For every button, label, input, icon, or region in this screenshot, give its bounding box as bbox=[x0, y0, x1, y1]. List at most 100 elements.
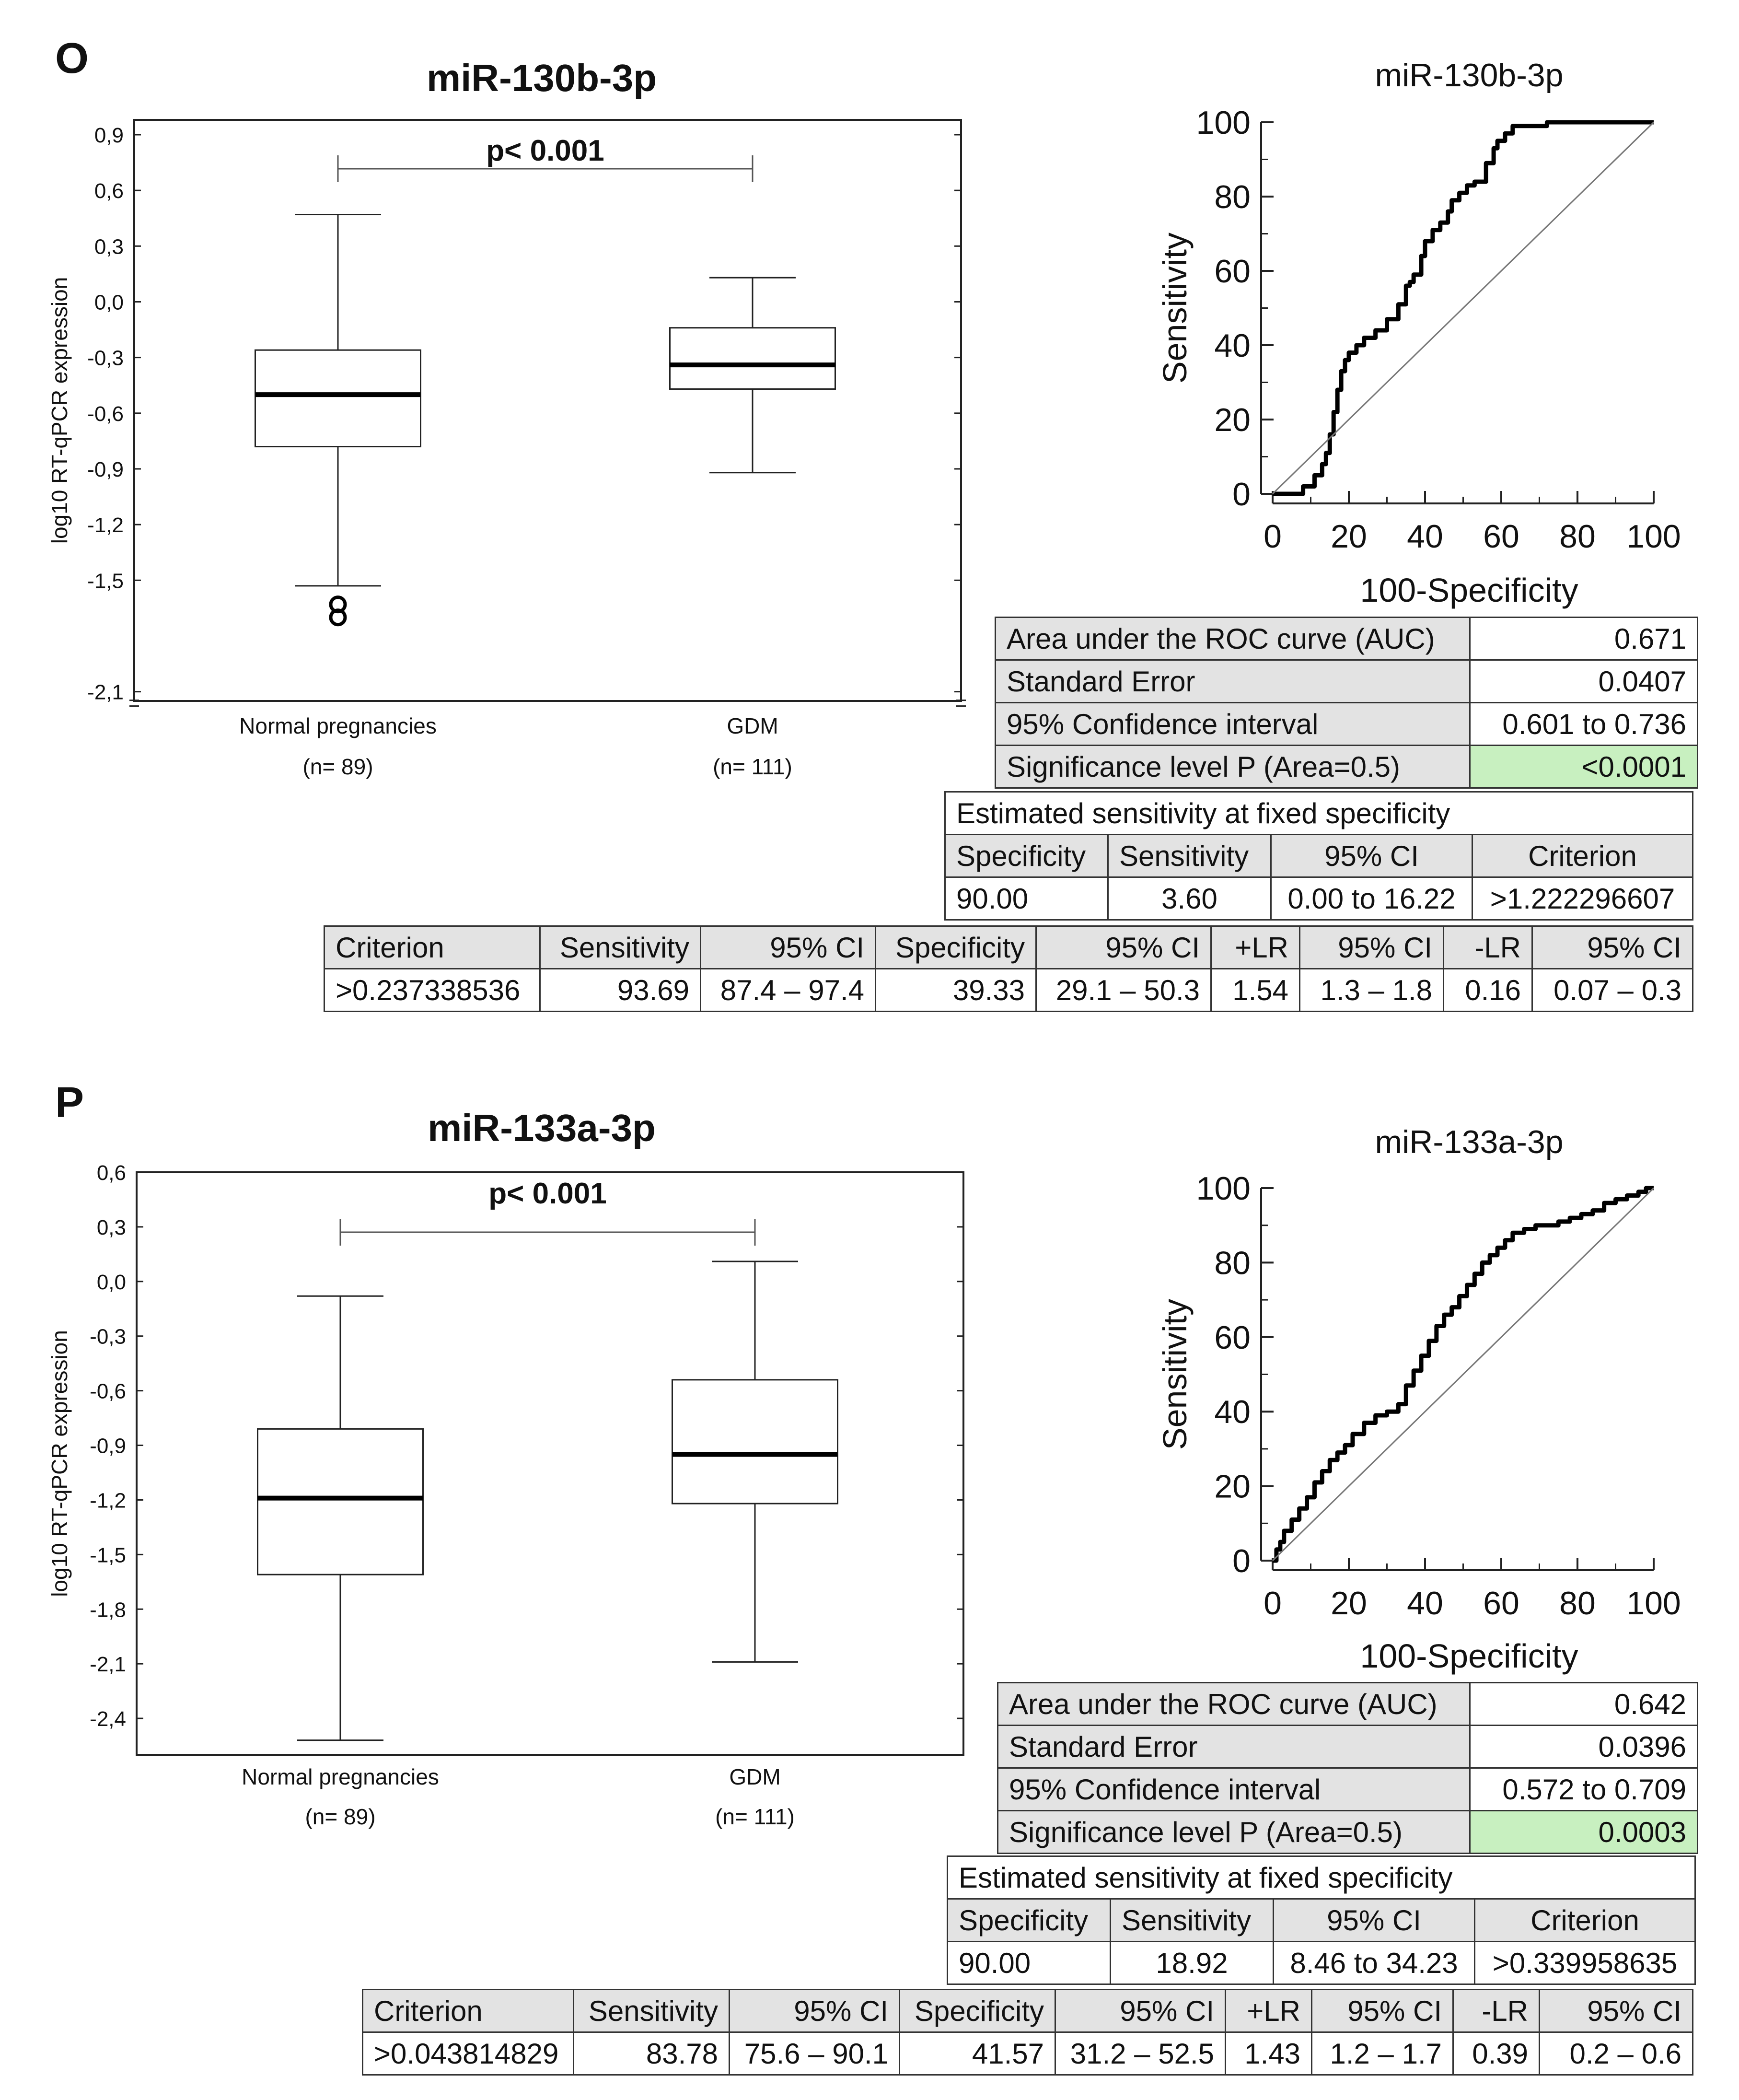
table-cell: 75.6 – 90.1 bbox=[729, 2031, 900, 2076]
column-header: 95% CI bbox=[1311, 1989, 1454, 2033]
column-header: -LR bbox=[1452, 1989, 1540, 2033]
y-tick-label: 100 bbox=[1196, 105, 1251, 141]
category-label: GDM bbox=[729, 1764, 780, 1789]
auc-row: 95% Confidence interval 0.572 to 0.709 bbox=[997, 1767, 1698, 1811]
column-header: Sensitivity bbox=[1107, 834, 1272, 878]
column-header: 95% CI bbox=[1270, 834, 1473, 878]
sample-size-label: (n= 111) bbox=[715, 1804, 795, 1829]
table-cell: >0.339958635 bbox=[1474, 1941, 1696, 1985]
x-tick-label: 0 bbox=[1264, 518, 1282, 555]
panel-letter-p: P bbox=[55, 1079, 84, 1127]
auc-row: Area under the ROC curve (AUC) 0.671 bbox=[995, 617, 1698, 661]
table-title-row: Estimated sensitivity at fixed specifici… bbox=[947, 1855, 1696, 1900]
y-tick-label: 0,3 bbox=[94, 235, 124, 258]
y-tick-label: 0 bbox=[1232, 476, 1251, 513]
x-tick-label: 40 bbox=[1407, 518, 1443, 555]
y-tick-label: -1,2 bbox=[87, 513, 124, 537]
y-tick-label: 20 bbox=[1214, 1469, 1251, 1505]
y-tick-label: -1,2 bbox=[90, 1489, 126, 1512]
x-tick-label: 80 bbox=[1559, 1585, 1596, 1622]
roc-curve-p: 0 20 40 60 80 100 0 20 40 60 80 100 100-Specificity S… bbox=[1156, 1170, 1681, 1675]
y-tick-label: 40 bbox=[1214, 1394, 1251, 1430]
auc-row: Standard Error 0.0396 bbox=[997, 1725, 1698, 1769]
x-axis-label: 100-Specificity bbox=[1360, 1637, 1578, 1675]
x-tick-label: 80 bbox=[1559, 518, 1596, 555]
table-cell: 0.07 – 0.3 bbox=[1531, 968, 1693, 1012]
y-tick-label: -2,4 bbox=[90, 1707, 126, 1731]
table-cell: 87.4 – 97.4 bbox=[700, 968, 876, 1012]
y-tick-label: 80 bbox=[1214, 179, 1251, 215]
x-tick-label: 100 bbox=[1626, 518, 1681, 555]
iqr-box bbox=[257, 1428, 424, 1575]
table-cell: 0.39 bbox=[1452, 2031, 1540, 2076]
table-cell: 90.00 bbox=[944, 876, 1109, 921]
auc-row: Area under the ROC curve (AUC) 0.642 bbox=[997, 1682, 1698, 1726]
roc-curve-line bbox=[1273, 1186, 1654, 1563]
column-header: Sensitivity bbox=[539, 925, 701, 969]
table-cell: 1.3 – 1.8 bbox=[1299, 968, 1444, 1012]
auc-row: Standard Error 0.0407 bbox=[995, 659, 1698, 703]
column-header: +LR bbox=[1225, 1989, 1312, 2033]
table-cell: 31.2 – 52.5 bbox=[1055, 2031, 1226, 2076]
x-tick-label: 100 bbox=[1626, 1585, 1681, 1622]
criterion-table-p: Criterion Sensitivity 95% CI Specificity… bbox=[362, 1989, 1693, 2076]
sample-size-label: (n= 89) bbox=[305, 1804, 375, 1829]
table-cell: 0.2 – 0.6 bbox=[1539, 2031, 1693, 2076]
p-value-annotation: p< 0.001 bbox=[488, 1177, 606, 1210]
column-header: Specificity bbox=[899, 1989, 1056, 2033]
plot-frame bbox=[133, 119, 962, 702]
auc-label: Area under the ROC curve (AUC) bbox=[997, 1682, 1471, 1726]
boxplot-p: 0,6 0,3 0,0 -0,3 -0,6 -0,9 -1,2 -1,5 -1,8 -2,1 -2,… bbox=[47, 1161, 964, 1829]
boxplot-title-p: miR-133a-3p bbox=[428, 1107, 656, 1149]
iqr-box bbox=[255, 349, 421, 448]
y-tick-label: 60 bbox=[1214, 1319, 1251, 1356]
column-header: 95% CI bbox=[1299, 925, 1444, 969]
column-header: 95% CI bbox=[1539, 1989, 1693, 2033]
table-cell: 1.43 bbox=[1225, 2031, 1312, 2076]
auc-table-o: Area under the ROC curve (AUC) 0.671 Stan… bbox=[995, 617, 1698, 789]
y-axis-label: Sensitivity bbox=[1156, 1299, 1194, 1450]
roc-curve-line bbox=[1273, 120, 1654, 496]
column-header: 95% CI bbox=[1055, 1989, 1226, 2033]
table-cell: 18.92 bbox=[1110, 1941, 1274, 1985]
auc-label: Significance level P (Area=0.5) bbox=[995, 745, 1471, 789]
column-header: Criterion bbox=[1472, 834, 1693, 878]
column-header: Specificity bbox=[875, 925, 1037, 969]
table-cell: >1.222296607 bbox=[1472, 876, 1693, 921]
table-row: 90.00 18.92 8.46 to 34.23 >0.339958635 bbox=[947, 1941, 1696, 1985]
y-tick-label: -1,8 bbox=[90, 1598, 126, 1622]
y-axis-label: log10 RT-qPCR expression bbox=[47, 277, 72, 544]
table-title: Estimated sensitivity at fixed specifici… bbox=[944, 791, 1693, 835]
y-tick-label: -0,3 bbox=[87, 347, 124, 370]
category-label: GDM bbox=[727, 713, 778, 738]
x-tick-label: 0 bbox=[1264, 1585, 1282, 1622]
column-header: +LR bbox=[1210, 925, 1300, 969]
panel-letter-o: O bbox=[55, 35, 89, 82]
table-row: >0.237338536 93.69 87.4 – 97.4 39.33 29.… bbox=[324, 968, 1693, 1012]
fixed-specificity-table-p: Estimated sensitivity at fixed specifici… bbox=[947, 1855, 1696, 1985]
x-tick-label: 60 bbox=[1483, 1585, 1519, 1622]
auc-value: 0.572 to 0.709 bbox=[1469, 1767, 1698, 1811]
significance-value: <0.0001 bbox=[1469, 745, 1698, 789]
column-header: Criterion bbox=[1474, 1898, 1696, 1942]
y-tick-label: 0,6 bbox=[94, 179, 124, 203]
table-title-row: Estimated sensitivity at fixed specifici… bbox=[944, 791, 1693, 835]
table-cell: 1.2 – 1.7 bbox=[1311, 2031, 1454, 2076]
y-tick-label: -2,1 bbox=[90, 1653, 126, 1676]
table-row: 90.00 3.60 0.00 to 16.22 >1.222296607 bbox=[944, 876, 1693, 921]
category-label: Normal pregnancies bbox=[239, 713, 437, 738]
table-title: Estimated sensitivity at fixed specifici… bbox=[947, 1855, 1696, 1900]
y-tick-label: -0,6 bbox=[87, 402, 124, 426]
column-header: 95% CI bbox=[729, 1989, 900, 2033]
auc-value: 0.671 bbox=[1469, 617, 1698, 661]
criterion-table-o: Criterion Sensitivity 95% CI Specificity… bbox=[324, 925, 1693, 1012]
auc-label: Significance level P (Area=0.5) bbox=[997, 1810, 1471, 1854]
roc-curve-o: 0 20 40 60 80 100 0 20 40 60 80 100 100-Specificity S… bbox=[1156, 105, 1681, 609]
table-header-row: Specificity Sensitivity 95% CI Criterion bbox=[944, 834, 1693, 878]
column-header: Specificity bbox=[944, 834, 1109, 878]
roc-title-p: miR-133a-3p bbox=[1375, 1124, 1563, 1160]
y-tick-label: 0,3 bbox=[97, 1216, 126, 1239]
y-tick-label: 80 bbox=[1214, 1245, 1251, 1281]
